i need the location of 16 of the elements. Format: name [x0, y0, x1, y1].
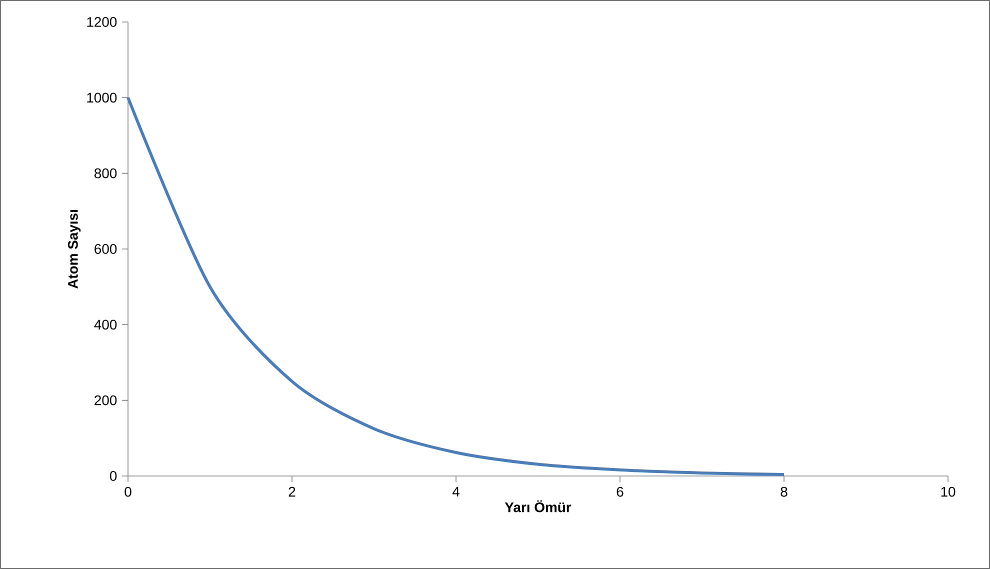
y-tick-label: 400 [94, 320, 117, 330]
x-tick-label: 6 [616, 486, 624, 497]
x-tick-label: 0 [124, 486, 132, 497]
y-tick-label: 1000 [87, 92, 117, 103]
y-tick-label: 600 [94, 244, 117, 254]
line-series [126, 96, 786, 476]
y-tick-label: 200 [94, 395, 117, 406]
y-tick-label: 1200 [87, 17, 117, 27]
x-tick-label: 10 [941, 486, 956, 497]
x-axis-title: Yarı Ömür [504, 500, 572, 512]
x-tick-label: 4 [452, 486, 460, 496]
x-tick-label: 8 [780, 486, 788, 497]
y-tick-label: 800 [94, 168, 117, 178]
y-axis-title: Atom Sayısı [68, 210, 81, 289]
y-tick-label: 0 [110, 471, 117, 481]
x-tick-label: 2 [288, 486, 296, 497]
